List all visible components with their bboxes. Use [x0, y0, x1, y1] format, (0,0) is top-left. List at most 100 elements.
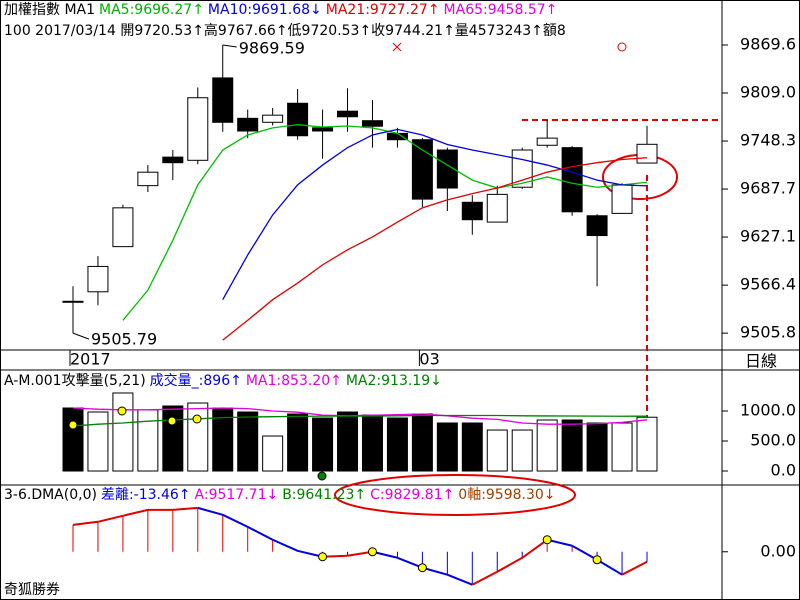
footer-brand: 奇狐勝券 [4, 581, 60, 598]
candle-body [361, 120, 383, 127]
candle-body [561, 147, 583, 213]
header-item: MA2:913.19↓ [346, 373, 442, 389]
header-item: C:9829.81↑ [370, 487, 454, 503]
volume-bar [411, 413, 433, 472]
candle-body [461, 201, 483, 221]
volume-bar [436, 422, 458, 472]
cross-marker [392, 42, 402, 52]
volume-bar [287, 413, 309, 472]
volume-bar [586, 422, 608, 472]
x-tick-label: 2017 [70, 350, 111, 369]
circle-marker [617, 42, 627, 52]
candle-body [411, 139, 433, 200]
dma-line [446, 573, 473, 586]
annotation-leader [72, 332, 90, 340]
volume-bar [137, 409, 159, 472]
dma-line [496, 556, 523, 573]
candle-body [237, 117, 259, 132]
ma-line [122, 124, 648, 321]
candle-body [636, 143, 658, 164]
panel-header: A-M.001攻擊量(5,21) 成交量_:896↑ MA1:853.20↑ MA2:… [4, 372, 442, 389]
candle-body [312, 127, 334, 132]
volume-bar [461, 422, 483, 472]
header-item: MA1:853.20↑ [246, 373, 342, 389]
volume-bar [87, 411, 109, 472]
header-item: MA10:9691.68↓ [208, 2, 322, 18]
y-tick-label: 1000.0 [740, 400, 796, 419]
candle-body [287, 102, 309, 137]
y-tick-label: 0.00 [760, 541, 796, 560]
header-item: 加權指數 MA1 [4, 2, 95, 18]
volume-bar [262, 435, 284, 472]
header-item: 成交量_:896↑ [150, 372, 242, 389]
volume-bar [511, 429, 533, 472]
y-tick-label: 9809.0 [740, 82, 796, 101]
dma-line [471, 570, 498, 586]
highlight-ellipse [334, 474, 576, 516]
candle-body [536, 137, 558, 146]
volume-bar [337, 411, 359, 472]
y-tick-label: 9687.7 [740, 179, 796, 198]
volume-bar [386, 417, 408, 472]
dma-line [172, 506, 198, 511]
dma-line [521, 538, 548, 559]
header-item: MA65:9458.57↑ [444, 2, 558, 18]
dma-line [571, 544, 598, 561]
header-item: MA5:9696.27↑ [99, 2, 204, 18]
dma-line [272, 538, 299, 552]
y-tick-label: 9869.6 [740, 34, 796, 53]
annotation: 9505.79 [91, 330, 157, 349]
volume-bar [611, 422, 633, 472]
header-item: 0軸:9598.30↓ [458, 487, 555, 503]
y-tick-label: 9748.3 [740, 131, 796, 150]
ma-line [222, 128, 648, 301]
quote-line: 100 2017/03/14 開9720.53↑高9767.66↑低9720.5… [4, 22, 566, 39]
candle-body [486, 193, 508, 223]
volume-bar [187, 402, 209, 472]
dma-line [122, 508, 149, 517]
candle-body [262, 114, 284, 123]
volume-bar [237, 411, 259, 472]
candle-body [112, 207, 134, 248]
candle-body [611, 184, 633, 214]
annotation-leader [222, 44, 237, 48]
signal-dot [117, 406, 127, 416]
header-item: A:9517.71↓ [195, 487, 279, 503]
header-item: A-M.001攻擊量(5,21) [4, 372, 146, 389]
candle-body [586, 215, 608, 237]
candle-body [62, 300, 84, 303]
header-item: 3-6.DMA(0,0) [4, 487, 97, 503]
signal-dot [192, 414, 202, 424]
x-tick-label: 03 [419, 350, 439, 369]
volume-bar [561, 419, 583, 472]
dma-line [596, 558, 623, 576]
y-tick-label: 0.0 [771, 461, 796, 480]
annotation: 9869.59 [239, 38, 305, 57]
candle-body [436, 149, 458, 189]
period-label: 日線 [745, 352, 777, 371]
volume-bar [312, 417, 334, 472]
panel-header: 加權指數 MA1 MA5:9696.27↑ MA10:9691.68↓ MA21:97… [4, 2, 557, 18]
signal-dot [542, 535, 552, 545]
y-tick-label: 500.0 [750, 431, 796, 450]
signal-dot [317, 471, 327, 481]
volume-bar [162, 405, 184, 472]
volume-bar [536, 419, 558, 472]
candle-body [337, 110, 359, 118]
candle-body [137, 171, 159, 187]
volume-bar [486, 429, 508, 472]
y-tick-label: 9627.1 [740, 227, 796, 246]
dma-line [247, 525, 274, 541]
dma-line [222, 513, 249, 528]
signal-dot [417, 563, 427, 573]
dma-line [72, 520, 99, 526]
signal-dot [167, 416, 177, 426]
signal-dot [318, 552, 328, 562]
signal-dot [367, 547, 377, 557]
y-tick-label: 9566.4 [740, 275, 796, 294]
y-tick-label: 9505.8 [740, 323, 796, 342]
ma-line [222, 157, 648, 341]
candle-body [87, 265, 109, 293]
